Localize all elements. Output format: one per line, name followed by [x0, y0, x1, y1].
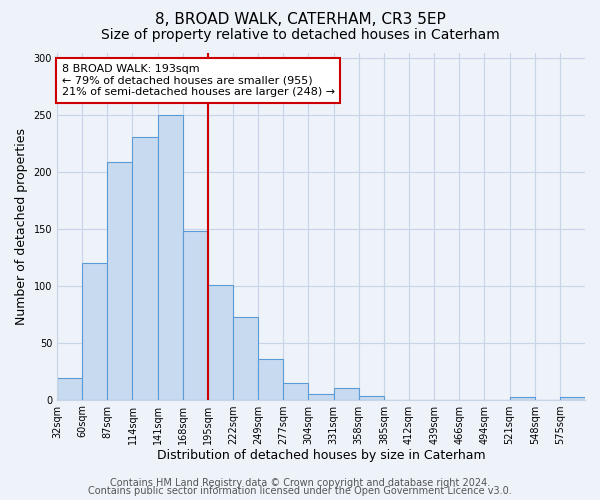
Y-axis label: Number of detached properties: Number of detached properties [15, 128, 28, 324]
Bar [308, 394, 334, 400]
Bar [82, 263, 107, 400]
Bar [107, 162, 133, 400]
Bar [359, 396, 384, 400]
X-axis label: Distribution of detached houses by size in Caterham: Distribution of detached houses by size … [157, 450, 485, 462]
Bar [133, 136, 158, 400]
Bar [560, 398, 585, 400]
Bar [57, 378, 82, 400]
Bar [208, 284, 233, 400]
Text: 8 BROAD WALK: 193sqm
← 79% of detached houses are smaller (955)
21% of semi-deta: 8 BROAD WALK: 193sqm ← 79% of detached h… [62, 64, 335, 97]
Bar [334, 388, 359, 400]
Text: Contains public sector information licensed under the Open Government Licence v3: Contains public sector information licen… [88, 486, 512, 496]
Bar [258, 358, 283, 400]
Bar [283, 382, 308, 400]
Text: Contains HM Land Registry data © Crown copyright and database right 2024.: Contains HM Land Registry data © Crown c… [110, 478, 490, 488]
Bar [509, 398, 535, 400]
Bar [233, 316, 258, 400]
Text: 8, BROAD WALK, CATERHAM, CR3 5EP: 8, BROAD WALK, CATERHAM, CR3 5EP [155, 12, 445, 28]
Bar [183, 231, 208, 400]
Text: Size of property relative to detached houses in Caterham: Size of property relative to detached ho… [101, 28, 499, 42]
Bar [158, 115, 183, 400]
